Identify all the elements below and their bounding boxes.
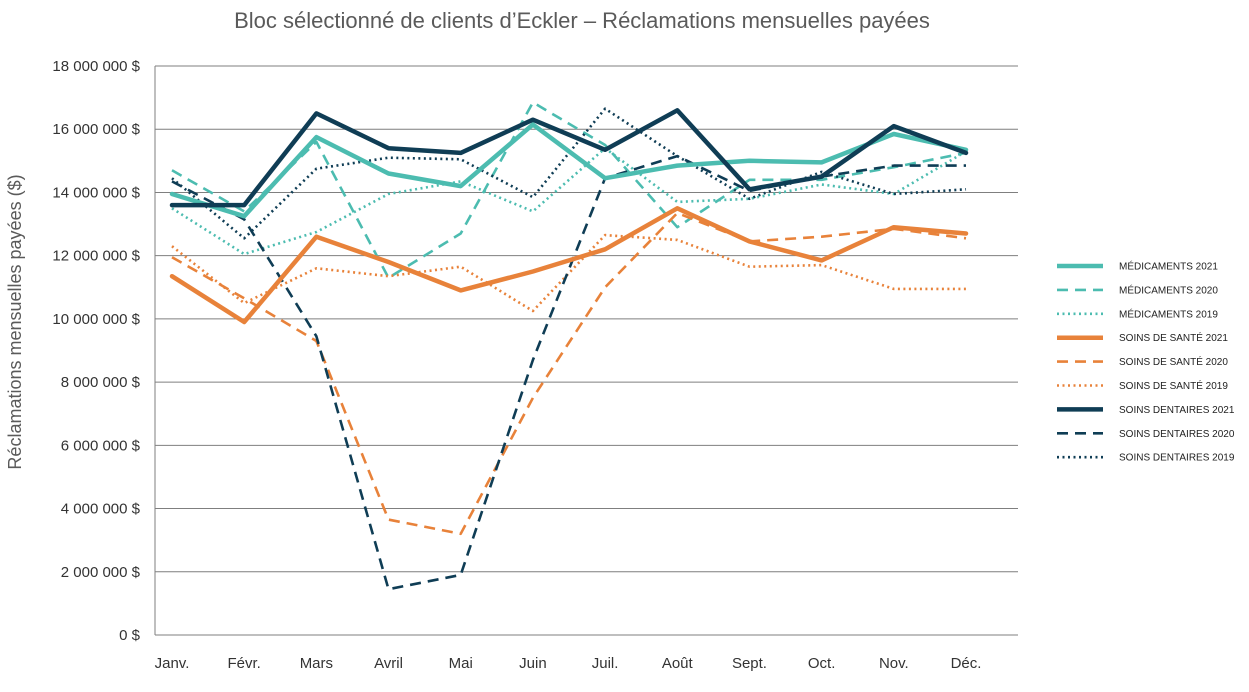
y-tick-label: 2 000 000 $ <box>61 564 141 581</box>
series-line <box>169 206 969 325</box>
series-line <box>169 108 969 208</box>
series-line <box>171 154 966 591</box>
series-line <box>171 146 967 256</box>
legend-label: SOINS DE SANTÉ 2019 <box>1119 379 1228 392</box>
y-tick-label: 0 $ <box>119 627 141 644</box>
x-tick-label: Déc. <box>951 655 982 672</box>
y-tick-label: 16 000 000 $ <box>52 121 140 138</box>
x-tick-label: Juil. <box>592 655 619 672</box>
y-tick-label: 14 000 000 $ <box>52 184 140 201</box>
legend-label: SOINS DE SANTÉ 2021 <box>1119 331 1228 344</box>
y-axis-ticks: 0 $ 2 000 000 $ 4 000 000 $ 6 000 000 $ 8 00… <box>52 58 140 644</box>
legend: MÉDICAMENTS 2021 MÉDICAMENTS 2020 MÉDICAME… <box>1057 260 1235 464</box>
legend-label: SOINS DENTAIRES 2021 <box>1119 405 1235 416</box>
x-tick-label: Nov. <box>879 655 909 672</box>
y-tick-label: 10 000 000 $ <box>52 311 140 328</box>
legend-label: MÉDICAMENTS 2021 <box>1119 260 1218 273</box>
chart-title: Bloc sélectionné de clients d’Eckler – R… <box>234 8 930 33</box>
series-line <box>171 107 967 240</box>
x-tick-label: Août <box>662 655 694 672</box>
y-tick-label: 4 000 000 $ <box>61 501 141 518</box>
x-tick-label: Janv. <box>155 655 190 672</box>
legend-label: MÉDICAMENTS 2020 <box>1119 283 1218 296</box>
x-tick-label: Févr. <box>228 655 261 672</box>
legend-label: SOINS DENTAIRES 2020 <box>1119 429 1235 440</box>
x-tick-label: Mai <box>449 655 473 672</box>
series-lines <box>169 101 969 591</box>
legend-label: SOINS DE SANTÉ 2020 <box>1119 355 1228 368</box>
x-tick-label: Avril <box>374 655 403 672</box>
x-axis-ticks: Janv. Févr. Mars Avril Mai Juin Juil. Août Sept.… <box>155 655 982 672</box>
x-tick-label: Mars <box>300 655 333 672</box>
legend-label: MÉDICAMENTS 2019 <box>1119 307 1218 320</box>
y-tick-label: 8 000 000 $ <box>61 374 141 391</box>
series-line <box>171 211 967 536</box>
series-line <box>171 101 967 280</box>
legend-label: SOINS DENTAIRES 2019 <box>1119 453 1235 464</box>
y-tick-label: 18 000 000 $ <box>52 58 140 75</box>
series-line <box>169 122 969 219</box>
y-tick-label: 6 000 000 $ <box>61 437 141 454</box>
y-axis-label: Réclamations mensuelles payées ($) <box>5 174 25 469</box>
y-tick-label: 12 000 000 $ <box>52 248 140 265</box>
x-tick-label: Oct. <box>808 655 836 672</box>
x-tick-label: Juin <box>519 655 547 672</box>
x-tick-label: Sept. <box>732 655 767 672</box>
